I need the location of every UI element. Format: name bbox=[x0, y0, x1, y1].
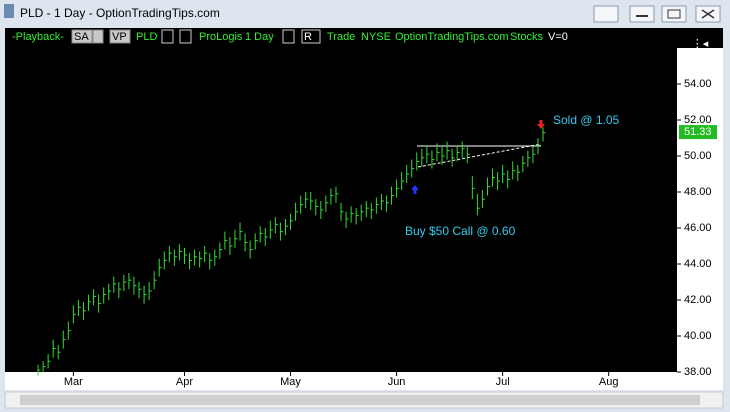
axis-menu-icon[interactable]: ⋮◂ bbox=[692, 38, 709, 50]
y-tick-label: 46.00 bbox=[684, 222, 712, 234]
trend-line bbox=[417, 143, 542, 168]
interval-dropdown[interactable] bbox=[282, 29, 295, 44]
x-tick-label: Aug bbox=[599, 376, 619, 388]
x-tick-label: Mar bbox=[64, 376, 83, 388]
plot-area bbox=[5, 28, 677, 372]
playback[interactable]: -Playback- bbox=[12, 31, 64, 43]
sa-box[interactable] bbox=[71, 29, 93, 44]
r-box[interactable] bbox=[301, 29, 321, 44]
y-tick-label: 50.00 bbox=[684, 150, 712, 162]
vp-label[interactable]: VP bbox=[112, 31, 127, 43]
maximize-button[interactable] bbox=[661, 5, 687, 23]
x-tick-label: May bbox=[280, 376, 301, 388]
window-buttons[interactable] bbox=[593, 5, 721, 23]
vp-box[interactable] bbox=[109, 29, 131, 44]
exchange: NYSE bbox=[361, 31, 391, 43]
y-tick-label: 54.00 bbox=[684, 78, 712, 90]
volume: V=0 bbox=[548, 31, 568, 43]
sold-annotation: Sold @ 1.05 bbox=[553, 113, 620, 127]
interval[interactable]: 1 Day bbox=[245, 31, 274, 43]
app-icon bbox=[4, 4, 14, 18]
name-dropdown[interactable] bbox=[179, 29, 192, 44]
toolbar: -Playback- SA VP PLD ProLogis 1 Day R Tr… bbox=[12, 29, 568, 44]
buy-annotation: Buy $50 Call @ 0.60 bbox=[405, 224, 516, 238]
y-tick-label: 40.00 bbox=[684, 330, 712, 342]
last-price-box bbox=[679, 125, 717, 140]
scroll-thumb[interactable] bbox=[20, 395, 700, 405]
trade: Trade bbox=[327, 31, 355, 43]
sell-arrow bbox=[537, 120, 545, 129]
window-title: PLD - 1 Day - OptionTradingTips.com bbox=[20, 6, 220, 20]
price-axis bbox=[677, 28, 723, 372]
x-tick-label: Jun bbox=[388, 376, 406, 388]
symbol-dropdown[interactable] bbox=[161, 29, 174, 44]
restore-button[interactable] bbox=[593, 5, 619, 23]
company: ProLogis bbox=[199, 31, 243, 43]
symbol[interactable]: PLD bbox=[136, 31, 157, 43]
kind: Stocks bbox=[510, 31, 544, 43]
source: OptionTradingTips.com bbox=[395, 31, 509, 43]
close-icon bbox=[701, 9, 715, 19]
last-price-label: 51.33 bbox=[684, 126, 712, 138]
y-tick-label: 42.00 bbox=[684, 294, 712, 306]
y-tick-label: 48.00 bbox=[684, 186, 712, 198]
y-tick-label: 44.00 bbox=[684, 258, 712, 270]
y-tick-label: 52.00 bbox=[684, 114, 712, 126]
x-tick-label: Jul bbox=[496, 376, 510, 388]
axis-header bbox=[677, 28, 723, 48]
y-tick-label: 38.00 bbox=[684, 366, 712, 378]
maximize-icon bbox=[667, 9, 681, 19]
time-axis bbox=[5, 372, 723, 390]
x-tick-label: Apr bbox=[176, 376, 193, 388]
minimize-button[interactable] bbox=[629, 5, 655, 23]
sa-dropdown[interactable] bbox=[92, 29, 104, 44]
r-label[interactable]: R bbox=[304, 31, 312, 43]
buy-arrow bbox=[411, 185, 419, 194]
sa-label[interactable]: SA bbox=[74, 31, 89, 43]
